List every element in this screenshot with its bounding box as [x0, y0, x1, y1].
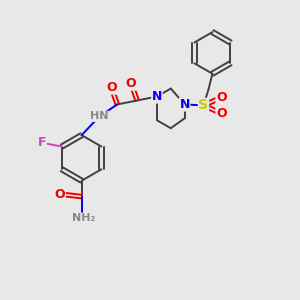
Text: F: F: [38, 136, 46, 149]
Text: O: O: [55, 188, 65, 201]
Text: N: N: [179, 98, 190, 111]
Text: N: N: [152, 90, 162, 103]
Text: O: O: [216, 107, 226, 120]
Text: O: O: [126, 77, 136, 90]
Text: O: O: [216, 91, 226, 104]
Text: S: S: [199, 98, 208, 112]
Text: HN: HN: [90, 111, 109, 121]
Text: NH₂: NH₂: [72, 213, 95, 224]
Text: O: O: [106, 81, 117, 94]
